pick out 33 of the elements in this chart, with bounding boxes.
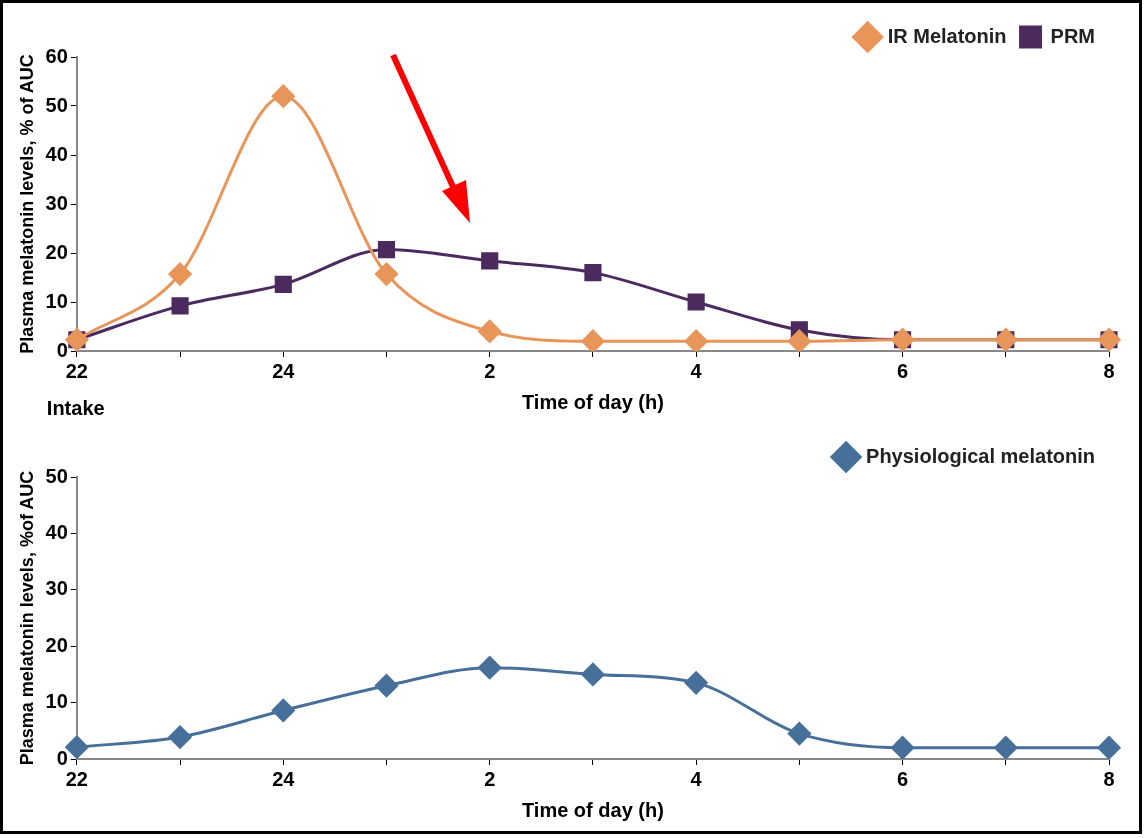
y-tick-label: 10 xyxy=(45,690,68,713)
y-tick-label: 60 xyxy=(45,44,68,67)
y-axis-title: Plasma melatonin levels, % of AUC xyxy=(16,54,37,354)
x-tick-label: 22 xyxy=(65,359,88,382)
x-tick-label: 2 xyxy=(484,767,496,790)
legend-label: PRM xyxy=(1050,24,1096,47)
x-tick-label: 4 xyxy=(690,359,703,382)
x-tick-label: 6 xyxy=(897,359,909,382)
x-tick-label: 24 xyxy=(272,767,296,790)
text: Intake xyxy=(46,396,105,419)
y-tick-label: 40 xyxy=(45,520,68,543)
y-tick-label: 20 xyxy=(45,240,68,263)
y-tick-label: 40 xyxy=(45,142,68,165)
x-tick-label: 8 xyxy=(1103,767,1115,790)
x-tick-label: 4 xyxy=(690,767,703,790)
x-tick-label: 6 xyxy=(897,767,909,790)
x-axis-title: Time of day (h) xyxy=(521,390,664,413)
x-tick-label: 2 xyxy=(484,359,496,382)
y-tick-label: 30 xyxy=(45,191,68,214)
x-tick-label: 22 xyxy=(65,767,88,790)
y-tick-label: 0 xyxy=(56,338,68,361)
x-axis-title: Time of day (h) xyxy=(521,798,664,821)
legend-label: Physiological melatonin xyxy=(866,444,1095,467)
y-tick-label: 10 xyxy=(45,289,68,312)
x-tick-label: 24 xyxy=(272,359,296,382)
y-axis-title: Plasma melatonin levels, %of AUC xyxy=(16,470,37,766)
y-tick-label: 50 xyxy=(45,464,68,487)
y-tick-label: 30 xyxy=(45,577,68,600)
y-tick-label: 20 xyxy=(45,633,68,656)
legend-label: IR Melatonin xyxy=(887,24,1007,47)
y-tick-label: 50 xyxy=(45,93,68,116)
y-tick-label: 0 xyxy=(56,746,68,769)
x-tick-label: 8 xyxy=(1103,359,1115,382)
